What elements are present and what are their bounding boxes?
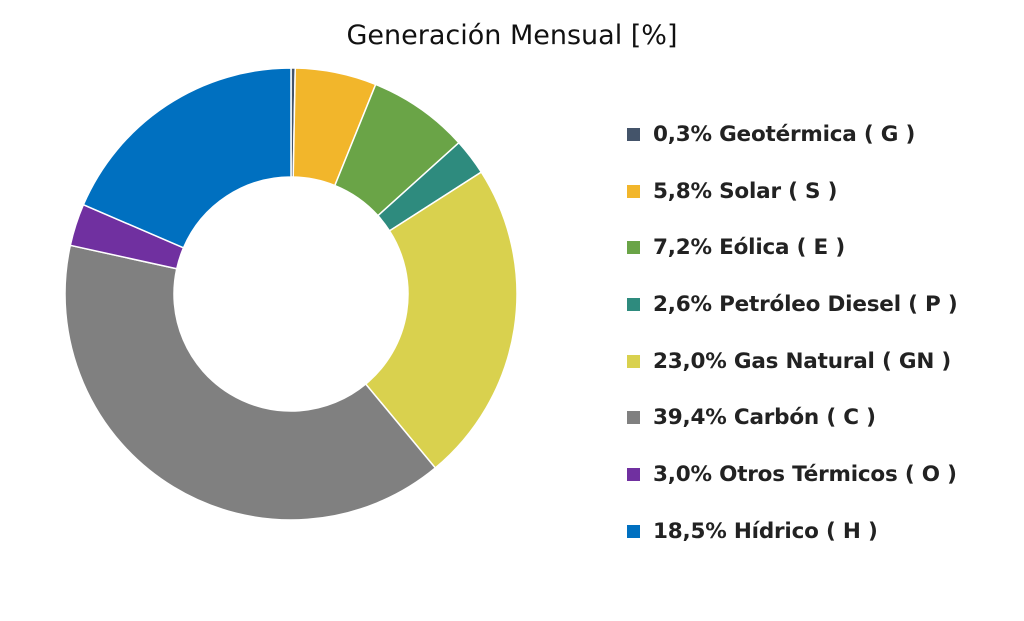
legend-swatch-1 [627,184,640,198]
legend-swatch-6 [627,467,640,481]
legend-item-7: 18,5% Hídrico ( H ) [627,503,1017,560]
legend-swatch-4 [627,354,640,368]
legend-swatch-2 [627,241,640,255]
legend: 0,3% Geotérmica ( G ) 5,8% Solar ( S ) 7,2… [627,106,1017,560]
legend-swatch-0 [627,127,640,141]
legend-label-0: 0,3% Geotérmica ( G ) [653,121,916,147]
chart-title: Generación Mensual [%] [346,20,678,51]
donut-slices [64,67,518,521]
donut-slice-5 [64,244,437,521]
donut-slice-4 [364,171,518,469]
legend-label-3: 2,6% Petróleo Diesel ( P ) [653,291,958,317]
legend-item-2: 7,2% Eólica ( E ) [627,219,1017,276]
legend-item-1: 5,8% Solar ( S ) [627,163,1017,220]
legend-label-5: 39,4% Carbón ( C ) [653,405,876,431]
donut-slice-7 [82,67,292,249]
legend-label-2: 7,2% Eólica ( E ) [653,235,845,261]
legend-label-7: 18,5% Hídrico ( H ) [653,518,878,544]
legend-item-3: 2,6% Petróleo Diesel ( P ) [627,276,1017,333]
legend-label-6: 3,0% Otros Térmicos ( O ) [653,461,957,487]
legend-label-4: 23,0% Gas Natural ( GN ) [653,348,952,374]
legend-item-6: 3,0% Otros Térmicos ( O ) [627,446,1017,503]
legend-swatch-5 [627,411,640,425]
legend-item-4: 23,0% Gas Natural ( GN ) [627,333,1017,390]
legend-swatch-7 [627,524,640,538]
legend-item-0: 0,3% Geotérmica ( G ) [627,106,1017,163]
legend-item-5: 39,4% Carbón ( C ) [627,389,1017,446]
legend-label-1: 5,8% Solar ( S ) [653,178,838,204]
legend-swatch-3 [627,297,640,311]
